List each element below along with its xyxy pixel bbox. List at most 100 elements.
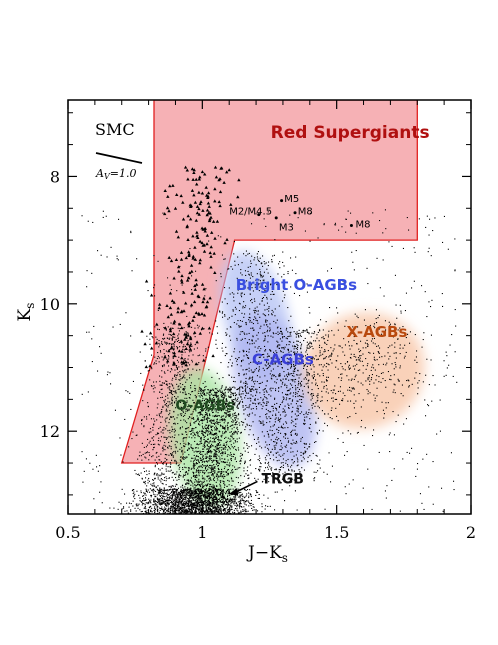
star-point bbox=[253, 381, 255, 383]
star-point bbox=[190, 430, 192, 432]
star-point bbox=[205, 489, 207, 491]
star-point bbox=[166, 489, 168, 491]
star-point bbox=[169, 507, 171, 509]
star-point bbox=[175, 463, 177, 465]
star-point bbox=[244, 496, 246, 498]
star-point bbox=[223, 427, 225, 429]
star-point bbox=[175, 510, 177, 512]
star-point bbox=[298, 382, 300, 384]
star-point bbox=[215, 453, 217, 455]
star-point bbox=[234, 402, 236, 404]
star-point bbox=[161, 343, 163, 345]
star-point bbox=[152, 485, 154, 487]
star-point bbox=[268, 355, 270, 357]
star-point bbox=[273, 320, 275, 322]
star-point bbox=[195, 420, 197, 422]
star-point bbox=[169, 499, 171, 501]
star-point bbox=[287, 427, 289, 429]
star-point bbox=[298, 329, 300, 331]
star-point bbox=[199, 506, 201, 508]
star-point bbox=[225, 409, 227, 411]
star-point bbox=[223, 508, 225, 510]
star-point bbox=[232, 413, 234, 415]
star-point bbox=[224, 466, 226, 468]
star-point bbox=[193, 499, 195, 501]
star-point bbox=[176, 340, 178, 342]
star-point bbox=[220, 276, 222, 278]
star-point bbox=[222, 489, 224, 491]
star-point bbox=[191, 374, 193, 376]
star-point bbox=[264, 364, 266, 366]
star-point bbox=[166, 342, 168, 344]
star-point bbox=[214, 498, 216, 500]
star-point bbox=[229, 425, 231, 427]
star-point bbox=[223, 491, 225, 493]
star-point bbox=[286, 385, 288, 387]
star-point bbox=[207, 434, 209, 436]
star-point bbox=[123, 506, 125, 508]
star-point bbox=[213, 464, 215, 466]
star-point bbox=[216, 499, 218, 501]
star-point bbox=[199, 469, 201, 471]
star-point bbox=[204, 489, 206, 491]
star-point bbox=[214, 429, 216, 431]
star-point bbox=[213, 502, 215, 504]
star-point bbox=[212, 470, 214, 472]
star-point bbox=[223, 443, 225, 445]
star-point bbox=[212, 496, 214, 498]
star-point bbox=[266, 356, 268, 358]
star-point bbox=[314, 331, 316, 333]
star-point bbox=[166, 510, 168, 512]
star-point bbox=[206, 419, 208, 421]
star-point bbox=[162, 512, 164, 514]
star-point bbox=[188, 494, 190, 496]
star-point bbox=[193, 402, 195, 404]
star-point bbox=[204, 426, 206, 428]
star-point bbox=[236, 398, 238, 400]
star-point bbox=[132, 505, 134, 507]
star-point bbox=[190, 512, 192, 514]
star-point bbox=[143, 498, 145, 500]
star-point bbox=[273, 356, 275, 358]
star-point bbox=[206, 465, 208, 467]
star-point bbox=[217, 406, 219, 408]
star-point bbox=[291, 375, 293, 377]
star-point bbox=[244, 508, 246, 510]
star-point bbox=[150, 505, 152, 507]
star-point bbox=[286, 362, 288, 364]
star-point bbox=[207, 399, 209, 401]
star-point bbox=[214, 415, 216, 417]
star-point bbox=[186, 503, 188, 505]
star-point bbox=[157, 501, 159, 503]
star-point bbox=[269, 365, 271, 367]
star-point bbox=[164, 492, 166, 494]
star-point bbox=[239, 504, 241, 506]
star-point bbox=[217, 506, 219, 508]
star-point bbox=[280, 350, 282, 352]
star-point bbox=[237, 431, 239, 433]
star-point bbox=[157, 508, 159, 510]
star-point bbox=[195, 493, 197, 495]
star-point bbox=[200, 484, 202, 486]
star-point bbox=[167, 387, 169, 389]
star-point bbox=[177, 386, 179, 388]
star-point bbox=[248, 363, 250, 365]
star-point bbox=[175, 491, 177, 493]
star-point bbox=[275, 469, 277, 471]
star-point bbox=[204, 414, 206, 416]
star-point bbox=[205, 411, 207, 413]
star-point bbox=[145, 511, 147, 513]
star-point bbox=[281, 466, 283, 468]
star-point bbox=[187, 507, 189, 509]
star-point bbox=[181, 400, 183, 402]
star-point bbox=[159, 491, 161, 493]
star-point bbox=[159, 488, 161, 490]
star-point bbox=[183, 359, 185, 361]
star-point bbox=[260, 466, 262, 468]
star-point bbox=[179, 507, 181, 509]
star-point bbox=[240, 499, 242, 501]
star-point bbox=[169, 432, 171, 434]
star-point bbox=[175, 507, 177, 509]
star-point bbox=[171, 402, 173, 404]
star-point bbox=[215, 391, 217, 393]
